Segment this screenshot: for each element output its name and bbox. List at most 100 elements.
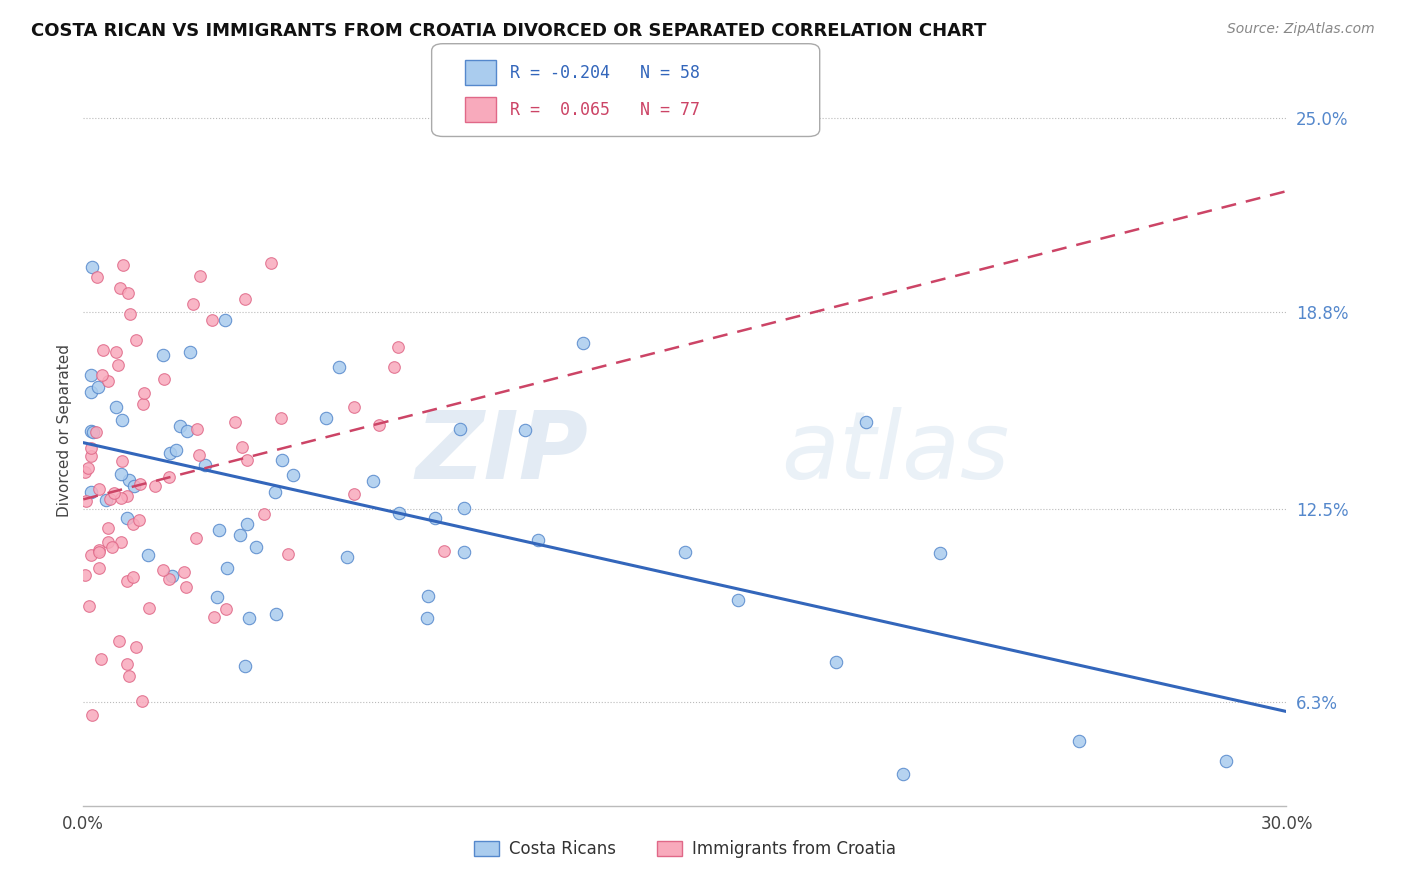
Point [115,574,138,589]
Point [107,358,129,372]
Point [181,297,204,311]
Point [134,385,156,400]
Point [271,453,294,467]
Point [188,268,211,283]
Point [117,286,139,301]
Point [179,345,201,359]
Point [162,568,184,582]
Point [87,545,110,559]
Point [131,693,153,707]
Point [138,548,160,562]
Point [233,293,256,307]
Point [90,652,112,666]
Point [90,368,112,382]
Point [80,425,103,439]
Point [104,400,127,414]
Point [100,540,122,554]
Point [208,523,231,537]
Point [526,533,548,547]
Point [453,500,475,515]
Point [108,281,131,295]
Point [336,549,359,564]
Point [159,446,181,460]
Point [75,567,97,582]
Point [152,563,174,577]
Point [79,450,101,464]
Point [433,544,456,558]
Point [80,368,103,383]
Point [673,544,696,558]
Point [89,483,111,497]
Point [416,589,439,603]
Point [277,547,299,561]
Point [891,767,914,781]
Point [111,454,134,468]
Point [929,546,952,560]
Point [224,415,246,429]
Point [201,313,224,327]
Point [77,599,100,613]
Point [111,413,134,427]
Point [169,418,191,433]
Point [87,543,110,558]
Point [205,590,228,604]
Point [215,602,238,616]
Point [157,470,180,484]
Point [108,634,131,648]
Point [110,534,132,549]
Point [245,541,267,555]
Point [423,510,446,524]
Point [513,423,536,437]
Text: Source: ZipAtlas.com: Source: ZipAtlas.com [1227,22,1375,37]
Point [416,610,439,624]
Point [86,270,108,285]
Point [82,425,104,439]
Point [96,492,118,507]
Point [571,335,593,350]
Point [153,372,176,386]
Point [186,422,208,436]
Point [315,411,337,425]
Point [449,422,471,436]
Point [824,655,846,669]
Point [104,344,127,359]
Point [128,476,150,491]
Point [368,417,391,432]
Point [1067,734,1090,748]
Point [270,410,292,425]
Point [727,592,749,607]
Point [281,468,304,483]
Point [117,657,139,672]
Point [252,507,274,521]
Point [118,473,141,487]
Point [173,565,195,579]
Point [103,485,125,500]
Point [138,601,160,615]
Point [75,465,97,479]
Point [264,484,287,499]
Point [87,561,110,575]
Point [121,516,143,531]
Point [97,521,120,535]
Point [117,669,139,683]
Point [117,489,139,503]
Point [214,313,236,327]
Point [266,607,288,621]
Point [238,610,260,624]
Point [236,452,259,467]
Point [176,424,198,438]
Point [118,307,141,321]
Point [235,517,257,532]
Point [382,360,405,375]
Point [111,258,134,272]
Point [260,255,283,269]
Point [231,440,253,454]
Point [80,485,103,500]
Point [97,535,120,549]
Point [87,380,110,394]
Point [143,479,166,493]
Point [1215,754,1237,768]
Point [122,479,145,493]
Point [188,448,211,462]
Point [110,491,132,506]
